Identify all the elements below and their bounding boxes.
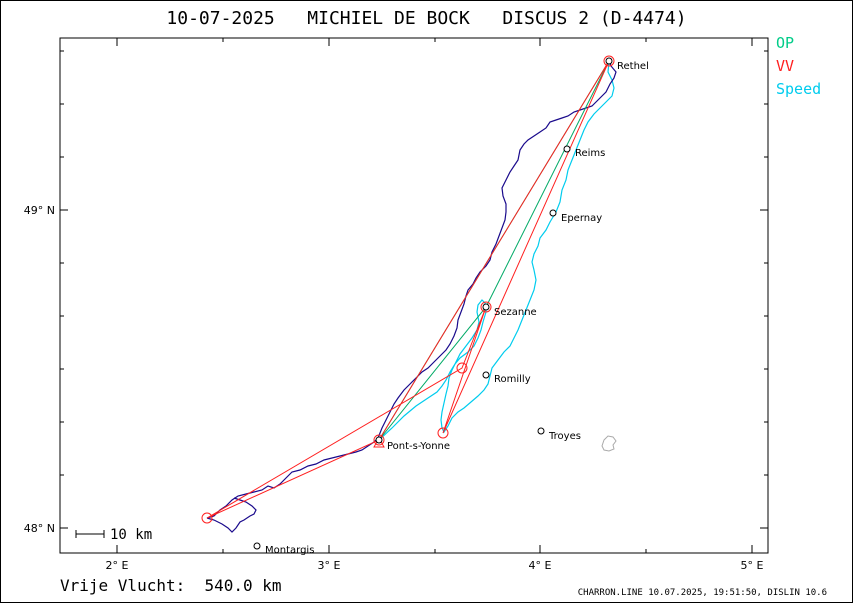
place-label-troyes: Troyes (548, 431, 581, 442)
place-marker (549, 209, 557, 217)
turnpoint-marker (603, 55, 615, 67)
place-label-rethel: Rethel (617, 61, 649, 72)
start-triangle-icon (373, 436, 385, 448)
legend-vv: VV (776, 57, 795, 75)
plot-border (59, 37, 769, 554)
turnpoint-marker (437, 427, 449, 439)
x-tick-label: 4° E (529, 559, 552, 572)
turnpoint-marker (201, 512, 213, 524)
place-label-romilly: Romilly (494, 374, 531, 385)
x-tick-label: 3° E (318, 559, 341, 572)
pilot-name: MICHIEL DE BOCK (307, 8, 470, 29)
turnpoint-marker (373, 434, 385, 446)
lake-outline (601, 435, 617, 452)
place-label-reims: Reims (575, 148, 605, 159)
turnpoint-marker (480, 301, 492, 313)
place-marker (537, 427, 545, 435)
place-label-montargis: Montargis (265, 545, 314, 556)
x-tick-label: 5° E (741, 559, 764, 572)
distance-label: Vrije Vlucht: (60, 576, 186, 595)
flight-track (206, 60, 617, 519)
y-tick-label: 49° N (24, 204, 55, 217)
flight-date: 10-07-2025 (166, 8, 275, 29)
place-marker (482, 303, 490, 311)
speed-track (378, 61, 615, 441)
distance-summary: Vrije Vlucht: 540.0 km (60, 576, 282, 595)
credits-text: CHARRON.LINE 10.07.2025, 19:51:50, DISLI… (577, 588, 827, 598)
distance-value: 540.0 km (204, 576, 282, 595)
place-marker (563, 145, 571, 153)
x-tick-label: 2° E (106, 559, 129, 572)
y-tick-label: 48° N (24, 522, 55, 535)
place-marker (482, 371, 490, 379)
place-label-pont-s-yonne: Pont-s-Yonne (387, 441, 450, 452)
place-marker (375, 436, 383, 444)
y-tick-marks (60, 50, 768, 529)
flight-title: 10-07-2025 MICHIEL DE BOCK DISCUS 2 (D-4… (0, 8, 853, 29)
place-marker (605, 57, 613, 65)
scale-bar-label: 10 km (110, 527, 152, 543)
turnpoint-marker (456, 362, 468, 374)
scale-bar: 10 km (75, 527, 152, 543)
place-label-sezanne: Sezanne (494, 307, 537, 318)
legend-speed: Speed (776, 80, 822, 98)
glider-name: DISCUS 2 (D-4474) (502, 8, 687, 29)
legend-op: OP (776, 34, 795, 52)
x-tick-marks (116, 38, 753, 553)
place-marker (253, 542, 261, 550)
place-label-epernay: Epernay (561, 213, 602, 224)
flight-track-start (206, 497, 257, 533)
